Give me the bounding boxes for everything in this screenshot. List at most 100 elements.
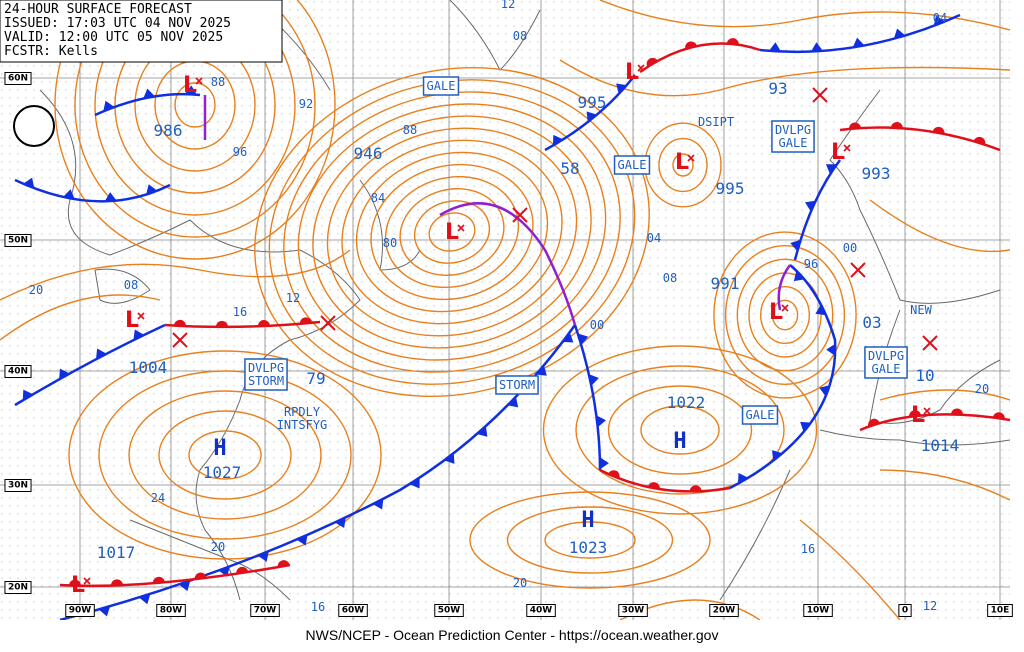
pressure-label: 995 [716,179,745,198]
isobar [879,389,1010,401]
cold-symbol [143,88,155,99]
pressure-label: 986 [154,121,183,140]
isobar [128,390,322,520]
isobar [188,430,262,480]
isobar [542,345,818,515]
isobar [54,0,336,260]
footer: NWS/NCEP - Ocean Prediction Center - htt… [306,627,719,643]
warm-symbol [257,320,270,327]
boxed-label: GALE [618,158,647,172]
coordinate-box [4,234,32,247]
coordinate-box [898,604,912,617]
warm-symbol [973,136,986,145]
isobar [658,137,708,193]
isobar [736,258,834,372]
cold-symbol [178,580,191,592]
isobar [506,506,674,574]
isobar-label: 24 [151,491,165,505]
boxed-label: GALE [746,408,775,422]
low-marker [195,77,203,85]
warm-symbol [608,470,620,479]
cold-symbol [852,37,865,48]
warm-symbol [194,572,207,580]
cold-symbol [790,239,801,252]
pressure-label: 1004 [129,358,168,377]
warm-symbol [992,412,1005,420]
cold-symbol [372,498,384,510]
isobar [672,153,694,177]
high-center: H [673,429,686,454]
forecast-position [850,262,866,278]
occluded-front [777,264,792,311]
isobar-label: 16 [801,542,815,556]
warm-symbol [868,418,880,427]
isobar [174,82,216,128]
isobar-label: 16 [311,600,325,614]
isobar-label: 00 [843,241,857,255]
coordinate-box [65,604,95,617]
label-box [495,375,539,395]
low-center: L [675,150,689,175]
warm-symbol [236,566,249,574]
coordinate-box [338,604,368,617]
isobar [544,521,636,559]
boxed-label: GALE [779,136,808,150]
coordinate-label: 60N [8,74,28,84]
low-center: L [625,60,639,85]
cold-symbol [138,593,151,605]
warm-symbol [685,41,697,49]
isobar [469,491,711,589]
cold-symbol [23,177,35,189]
cold-symbol [59,368,70,380]
isobar [640,405,720,455]
isobar [428,212,476,252]
isobar-label: 00 [590,318,604,332]
noaa-logo [13,105,55,147]
coordinate-box [250,604,280,617]
pressure-label: 10 [915,366,934,385]
cold-symbol [133,329,145,341]
cold-symbol [893,28,906,39]
cold-symbol [536,365,547,376]
coordinate-label: 10E [991,606,1010,616]
high-center: H [581,508,594,533]
cold-symbol [552,134,564,146]
isobar-label: 96 [233,145,247,159]
isobar [74,0,316,238]
isobar-label: 12 [286,291,300,305]
coordinate-label: 50W [438,606,461,616]
coordinate-box [4,581,32,594]
cold-symbol [933,15,945,26]
occluded-front [439,202,577,326]
isobar [158,410,292,500]
pressure-label: 79 [306,369,325,388]
pressure-label: 93 [768,79,787,98]
warm-symbol [215,320,228,327]
note-label: RPDLY [284,405,321,419]
pressure-label: 993 [862,164,891,183]
cold-symbol [586,111,598,123]
cold-symbol [98,606,111,617]
pressure-label: 1023 [569,538,608,557]
isobar [575,365,785,495]
warm-symbol [277,560,290,568]
isobar [799,519,901,620]
low-center: L [911,403,925,428]
cold-symbol [819,385,830,397]
isobar-label: 16 [233,305,247,319]
header-issued: ISSUED: 17:03 UTC 04 NOV 2025 [4,16,231,31]
low-center: L [183,73,197,98]
coordinate-box [434,604,464,617]
coordinate-label: 80W [160,606,183,616]
isobar [283,91,621,373]
coordinate-box [4,72,32,85]
coordinate-label: 40W [530,606,553,616]
coordinate-box [526,604,556,617]
isobar [98,370,352,540]
isobar-label: 20 [211,540,225,554]
cold-symbol [562,332,574,343]
isobar [607,385,753,475]
cold-symbol [22,389,34,401]
low-marker [637,64,645,72]
warm-symbol [689,485,702,492]
